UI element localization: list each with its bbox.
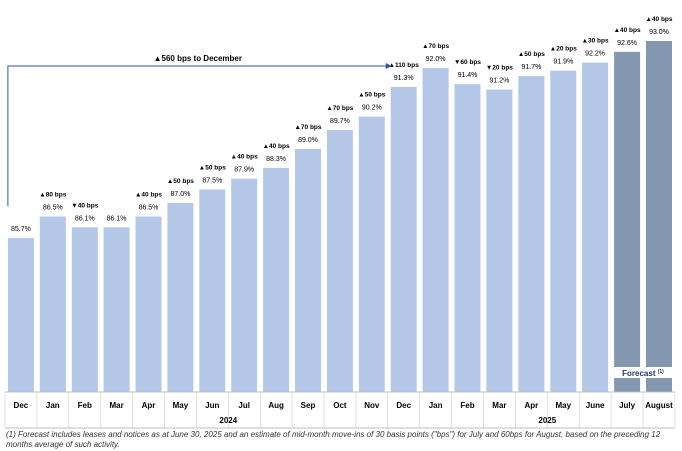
change-label-6: ▲50 bps [199, 165, 226, 172]
bar-18 [582, 62, 609, 392]
change-label-5: ▲50 bps [167, 178, 194, 185]
bar-7 [231, 178, 258, 392]
value-label-15: 91.2% [489, 78, 509, 85]
change-label-17: ▲20 bps [550, 46, 577, 53]
value-label-11: 90.2% [362, 105, 382, 112]
x-tick-label-20: August [645, 401, 673, 410]
bar-13 [422, 68, 449, 392]
bar-20 [646, 41, 672, 392]
change-arrow-head [385, 63, 392, 69]
change-label-12: ▲110 bps [389, 62, 420, 69]
x-tick-label-10: Oct [333, 401, 347, 410]
change-label-1: ▲80 bps [39, 192, 66, 199]
bar-10 [326, 130, 353, 392]
value-label-12: 91.3% [394, 75, 414, 82]
bar-19 [614, 51, 641, 393]
forecast-label-sup: (1) [658, 369, 664, 375]
forecast-label-box [614, 367, 672, 378]
bar-0 [7, 238, 34, 392]
change-label-19: ▲40 bps [614, 27, 641, 34]
x-tick-label-3: Mar [109, 401, 123, 410]
bar-6 [199, 189, 226, 392]
change-label-10: ▲70 bps [326, 105, 353, 112]
x-tick-label-1: Jan [46, 401, 60, 410]
value-label-7: 87.9% [234, 167, 254, 174]
x-tick-label-14: Feb [460, 401, 474, 410]
change-label-13: ▲70 bps [422, 43, 449, 50]
value-label-6: 87.5% [202, 178, 222, 185]
change-label-16: ▲50 bps [518, 51, 545, 58]
value-label-5: 87.0% [170, 191, 190, 198]
x-tick-label-19: July [619, 401, 636, 410]
value-label-16: 91.7% [521, 64, 541, 71]
bar-15 [486, 89, 513, 392]
change-label-2: ▼40 bps [71, 202, 98, 209]
x-tick-label-15: Mar [492, 401, 506, 410]
value-label-17: 91.9% [553, 59, 573, 66]
x-tick-label-5: May [173, 401, 189, 410]
bar-12 [390, 86, 417, 393]
x-tick-label-13: Jan [429, 401, 443, 410]
bar-4 [135, 216, 162, 392]
change-label-7: ▲40 bps [231, 154, 258, 161]
change-label-9: ▲70 bps [294, 124, 321, 131]
value-label-14: 91.4% [458, 72, 478, 79]
x-tick-label-16: Apr [525, 401, 539, 410]
value-label-3: 86.1% [107, 215, 127, 222]
value-label-20: 93.0% [649, 29, 669, 36]
change-label-18: ▲30 bps [582, 38, 609, 45]
bar-2 [71, 227, 98, 392]
value-label-1: 86.5% [43, 205, 63, 212]
x-tick-label-7: Jul [238, 401, 250, 410]
change-annotation: ▲560 bps to December [154, 54, 242, 63]
value-label-4: 86.5% [139, 205, 159, 212]
change-arrow-line [7, 65, 388, 207]
change-label-4: ▲40 bps [135, 192, 162, 199]
forecast-label: Forecast (1) [622, 369, 664, 378]
x-tick-label-9: Sep [301, 401, 316, 410]
change-label-8: ▲40 bps [263, 143, 290, 150]
value-label-19: 92.6% [617, 40, 637, 47]
bar-8 [263, 167, 290, 392]
bar-17 [550, 70, 577, 392]
value-label-10: 89.7% [330, 118, 350, 125]
value-label-2: 86.1% [75, 215, 95, 222]
x-tick-label-18: June [586, 401, 605, 410]
bar-9 [295, 149, 321, 392]
value-label-8: 88.3% [266, 156, 286, 163]
bar-14 [454, 84, 481, 392]
bar-1 [39, 216, 66, 392]
x-tick-label-11: Nov [364, 401, 380, 410]
value-label-13: 92.0% [426, 56, 446, 63]
bar-3 [103, 227, 130, 392]
x-tick-label-17: May [556, 401, 572, 410]
x-tick-label-0: Dec [14, 401, 29, 410]
bar-5 [167, 203, 194, 392]
year-group-label-1: 2025 [538, 416, 556, 425]
bar-16 [518, 76, 545, 392]
change-label-15: ▼20 bps [486, 65, 513, 72]
bar-11 [358, 116, 385, 392]
value-label-18: 92.2% [585, 51, 605, 58]
occupancy-bar-chart: 85.7% 86.5% ▲80 bps 86.1% ▼40 bps 86.1% 86.5% ▲… [4, 16, 676, 429]
x-tick-label-8: Aug [268, 401, 284, 410]
value-label-9: 89.0% [298, 137, 318, 144]
change-label-14: ▼60 bps [454, 59, 481, 66]
x-tick-label-6: Jun [205, 401, 219, 410]
value-label-0: 85.7% [11, 226, 31, 233]
year-group-label-0: 2024 [219, 416, 237, 425]
footnote: (1) Forecast includes leases and notices… [6, 430, 661, 449]
x-tick-label-12: Dec [396, 401, 411, 410]
change-label-11: ▲50 bps [358, 92, 385, 99]
change-label-20: ▲40 bps [645, 16, 672, 23]
x-tick-label-4: Apr [142, 401, 156, 410]
x-tick-label-2: Feb [78, 401, 92, 410]
